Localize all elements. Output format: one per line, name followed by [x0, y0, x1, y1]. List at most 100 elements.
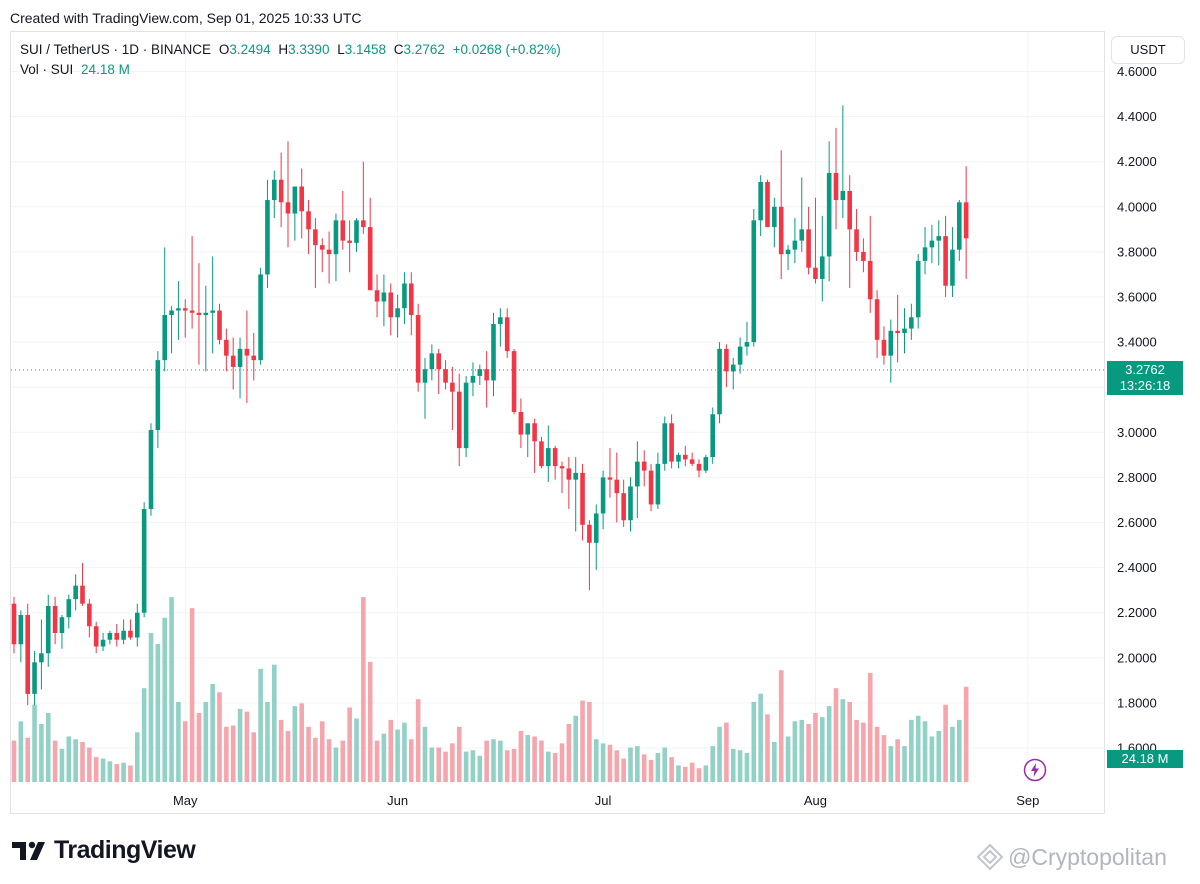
- bar-countdown: 13:26:18: [1119, 378, 1171, 393]
- candle: [100, 632, 106, 652]
- x-tick-label: Jun: [387, 793, 408, 808]
- ohlc-row: SUI / TetherUS · 1D · BINANCE O3.2494 H3…: [20, 40, 565, 60]
- candle: [278, 152, 284, 228]
- volume-value: 24.18 M: [81, 62, 130, 77]
- chart-frame[interactable]: [10, 31, 1105, 814]
- candle-body: [162, 315, 167, 361]
- candle-body: [922, 247, 928, 261]
- volume-bar: [456, 726, 462, 782]
- candle-body: [59, 617, 65, 633]
- volume-bar: [340, 740, 346, 782]
- volume-bar: [333, 747, 339, 782]
- candle: [25, 603, 30, 706]
- y-tick-label: 3.0000: [1117, 425, 1157, 440]
- candle-body: [313, 229, 318, 246]
- volume-bar: [80, 741, 85, 782]
- volume-bar: [593, 739, 599, 782]
- candle-body: [230, 355, 236, 367]
- candle-body: [395, 308, 400, 318]
- flash-icon[interactable]: [1023, 758, 1047, 782]
- candle: [114, 623, 120, 647]
- candle-body: [361, 220, 366, 228]
- volume-bar: [552, 753, 558, 782]
- volume-bar: [888, 746, 894, 782]
- volume-bar: [114, 764, 120, 782]
- volume-bar: [676, 765, 681, 782]
- candle-body: [641, 461, 647, 471]
- candle: [895, 294, 900, 363]
- candle: [573, 457, 578, 532]
- volume-bar: [409, 739, 414, 782]
- volume-bar: [25, 737, 30, 782]
- candle: [155, 351, 161, 449]
- candle-body: [621, 493, 626, 521]
- candle: [600, 470, 606, 530]
- candle-body: [381, 292, 387, 302]
- candle: [429, 344, 435, 381]
- y-tick-label: 3.4000: [1117, 335, 1157, 350]
- candle: [93, 621, 99, 654]
- candle-body: [135, 612, 140, 638]
- candle-body: [504, 317, 510, 352]
- candle: [683, 445, 688, 467]
- volume-bar: [902, 746, 907, 782]
- candle: [237, 337, 243, 399]
- candle: [874, 290, 880, 358]
- candle-body: [429, 353, 435, 370]
- candle-body: [354, 220, 359, 243]
- volume-bar: [813, 713, 818, 782]
- volume-bar: [66, 736, 72, 782]
- candle: [73, 574, 78, 611]
- volume-bar: [772, 741, 777, 782]
- candle-body: [45, 605, 51, 654]
- candle-body: [87, 603, 92, 627]
- candle-body: [456, 391, 462, 449]
- candle: [847, 175, 852, 288]
- volume-bar: [463, 751, 469, 782]
- volume-bar: [395, 729, 400, 782]
- candle-body: [778, 206, 784, 255]
- x-tick-label: Sep: [1016, 793, 1039, 808]
- candle-body: [278, 179, 284, 203]
- tradingview-logo: TradingView: [12, 836, 196, 865]
- volume-bar: [861, 722, 866, 782]
- volume-bar: [278, 719, 284, 782]
- candle: [182, 299, 188, 338]
- candle: [395, 294, 400, 338]
- candle-body: [498, 317, 503, 325]
- volume-bar: [299, 703, 304, 782]
- volume-bar: [189, 608, 195, 782]
- candle-body: [710, 414, 715, 458]
- candle: [230, 337, 236, 390]
- candle: [148, 423, 154, 516]
- volume-bar: [587, 701, 592, 782]
- candle-body: [18, 614, 24, 645]
- candle-body: [628, 486, 633, 521]
- candle-body: [566, 468, 572, 480]
- volume-bar: [217, 692, 222, 782]
- candle: [724, 344, 729, 388]
- volume-bar: [237, 708, 243, 782]
- currency-button[interactable]: USDT: [1111, 36, 1185, 64]
- candle-body: [347, 240, 352, 243]
- candle: [785, 245, 791, 270]
- candle: [196, 263, 202, 365]
- symbol-label[interactable]: SUI / TetherUS · 1D · BINANCE: [20, 42, 212, 57]
- candle: [422, 357, 428, 419]
- volume-bar: [792, 721, 798, 782]
- candle-body: [676, 454, 681, 462]
- candle-body: [224, 339, 229, 356]
- candle: [717, 342, 722, 424]
- candle-body: [66, 599, 72, 618]
- candle: [826, 141, 832, 282]
- candle: [333, 213, 339, 282]
- candle-body: [402, 283, 407, 309]
- volume-bar: [265, 701, 270, 782]
- candle-body: [936, 236, 942, 241]
- candle: [491, 312, 496, 397]
- volume-bar: [799, 719, 805, 782]
- candle: [902, 308, 907, 354]
- candle-body: [881, 339, 887, 356]
- volume-bar: [929, 736, 935, 782]
